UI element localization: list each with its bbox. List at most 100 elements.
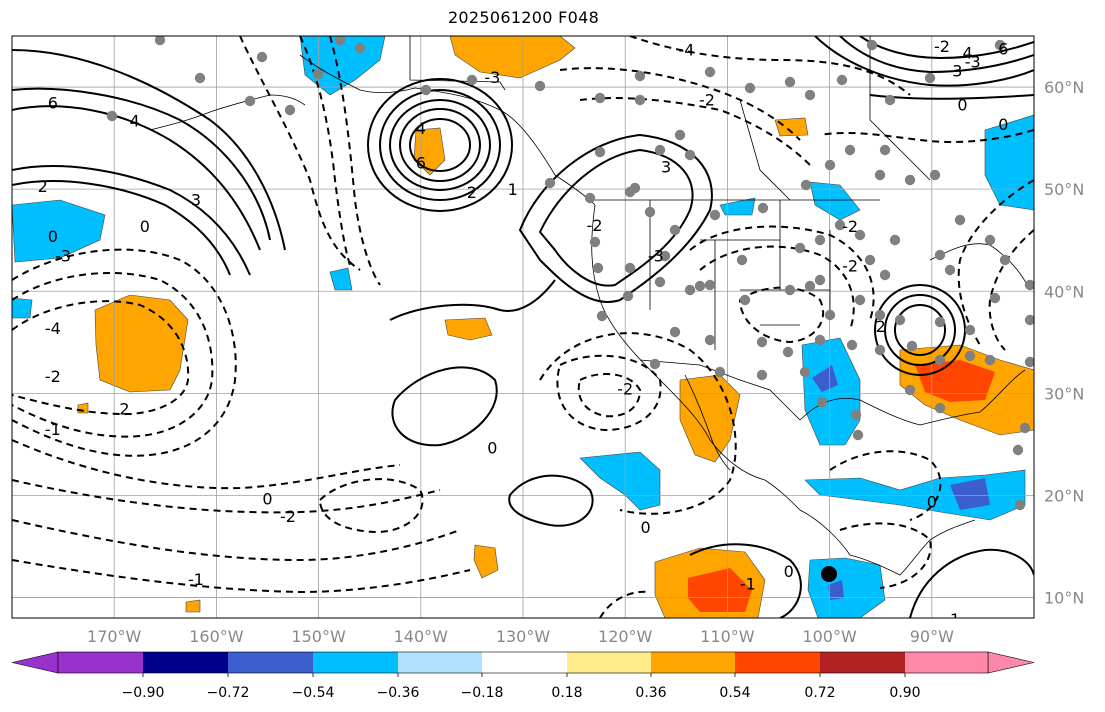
contour-mid-pacific xyxy=(391,366,498,447)
station-dot xyxy=(634,94,646,106)
contour-label: 4 xyxy=(962,43,972,62)
station-dot xyxy=(800,179,812,191)
lon-tick-label: 150°W xyxy=(291,627,346,646)
contour-label: 0 xyxy=(262,490,272,509)
station-dot xyxy=(934,316,946,328)
dashed-closed-1 xyxy=(318,478,424,534)
fill-orange-tiny xyxy=(185,599,201,613)
contour-label: 3 xyxy=(952,62,962,81)
station-dot xyxy=(924,72,936,84)
contour-label: 3 xyxy=(661,158,671,177)
fill-orange-mid xyxy=(444,317,493,341)
station-dot xyxy=(884,94,896,106)
station-dot xyxy=(879,269,891,281)
station-dot xyxy=(589,236,601,248)
lat-tick-label: 30°N xyxy=(1044,384,1084,403)
colorbar-extend-min xyxy=(11,651,59,674)
station-dot xyxy=(854,294,866,306)
station-dot xyxy=(106,110,118,122)
contour-label: 0 xyxy=(784,562,794,581)
fill-cyan-gulf xyxy=(801,337,861,446)
station-dot xyxy=(834,219,846,231)
contour-label: -3 xyxy=(648,247,664,266)
contour-label: 2 xyxy=(876,317,886,336)
map-frame xyxy=(11,35,1035,619)
dashed-closed-baja-2 xyxy=(577,373,642,418)
station-dot xyxy=(644,206,656,218)
station-dot xyxy=(584,192,596,204)
lon-tick-label: 120°W xyxy=(598,627,653,646)
station-dot xyxy=(669,326,681,338)
contour-label: -2 xyxy=(280,507,296,526)
dashed-gulf-2 xyxy=(839,522,932,589)
fill-orange-pacific xyxy=(473,544,499,579)
station-dot xyxy=(782,346,794,358)
station-dot xyxy=(622,290,634,302)
contour-south-2 xyxy=(909,548,1034,618)
contour-label: -3 xyxy=(484,68,500,87)
colorbar-segment xyxy=(228,652,313,673)
dashed-north-2 xyxy=(329,36,381,286)
contours xyxy=(12,36,1034,618)
station-dot xyxy=(466,74,478,86)
colorbar-segment xyxy=(651,652,735,673)
fill-cyan-plains xyxy=(809,181,861,221)
contour-west-5 xyxy=(12,49,286,251)
contour-se-3 xyxy=(894,304,946,356)
fill-blue-gulf xyxy=(812,365,838,392)
lon-tick-label: 110°W xyxy=(700,627,755,646)
map-title: 2025061200 F048 xyxy=(447,8,600,27)
lat-tick-label: 20°N xyxy=(1044,486,1084,505)
station-dot xyxy=(1024,314,1034,326)
station-dot xyxy=(1014,499,1026,511)
station-dot xyxy=(757,202,769,214)
colorbar-tick-label: 0.54 xyxy=(719,685,750,701)
station-dot xyxy=(736,254,748,266)
station-dot xyxy=(154,36,166,46)
contour-west-2 xyxy=(12,180,231,276)
station-dot xyxy=(804,280,816,292)
station-dot xyxy=(684,149,696,161)
dashed-plains-1 xyxy=(689,225,875,321)
station-dot xyxy=(994,39,1006,51)
colorbar-segment xyxy=(398,652,482,673)
contour-ne-2 xyxy=(839,36,1034,74)
contour-mid-3 xyxy=(508,474,594,527)
colorbar-tick-label: −0.54 xyxy=(292,685,335,701)
dashed-n-5 xyxy=(579,97,811,166)
contour-label: -3 xyxy=(965,53,981,72)
colorbar-segment xyxy=(820,652,905,673)
contour-label: 0 xyxy=(487,438,497,457)
contour-ne-1 xyxy=(814,36,1034,87)
station-dot xyxy=(354,42,366,54)
contour-south-1 xyxy=(689,543,802,618)
colorbar-extend-max xyxy=(987,651,1035,674)
contour-label: 1 xyxy=(508,180,518,199)
dashed-west-2 xyxy=(12,271,214,438)
station-dot xyxy=(954,214,966,226)
contour-label: 0 xyxy=(957,95,967,114)
station-dot xyxy=(744,82,756,94)
station-dot xyxy=(874,344,886,356)
fill-orange-canada xyxy=(774,117,809,137)
contour-se-2 xyxy=(884,294,956,366)
station-dot xyxy=(1024,279,1034,291)
contour-label: -4 xyxy=(679,40,695,59)
station-dot xyxy=(756,336,768,348)
station-dot xyxy=(596,310,608,322)
dashed-south-1 xyxy=(599,590,651,618)
contour-high-3 xyxy=(399,108,481,182)
colorbar-segment xyxy=(905,652,988,673)
station-dot xyxy=(594,146,606,158)
dashed-east-1 xyxy=(957,179,1034,346)
station-dot xyxy=(709,209,721,221)
contour-label: 4 xyxy=(416,119,426,138)
station-dot xyxy=(814,234,826,246)
lat-tick-label: 10°N xyxy=(1044,589,1084,608)
colorbar-tick-label: −0.18 xyxy=(461,685,504,701)
contour-high-4 xyxy=(409,118,471,172)
station-dot xyxy=(194,72,206,84)
station-dot xyxy=(784,284,796,296)
station-dots xyxy=(106,36,1034,511)
